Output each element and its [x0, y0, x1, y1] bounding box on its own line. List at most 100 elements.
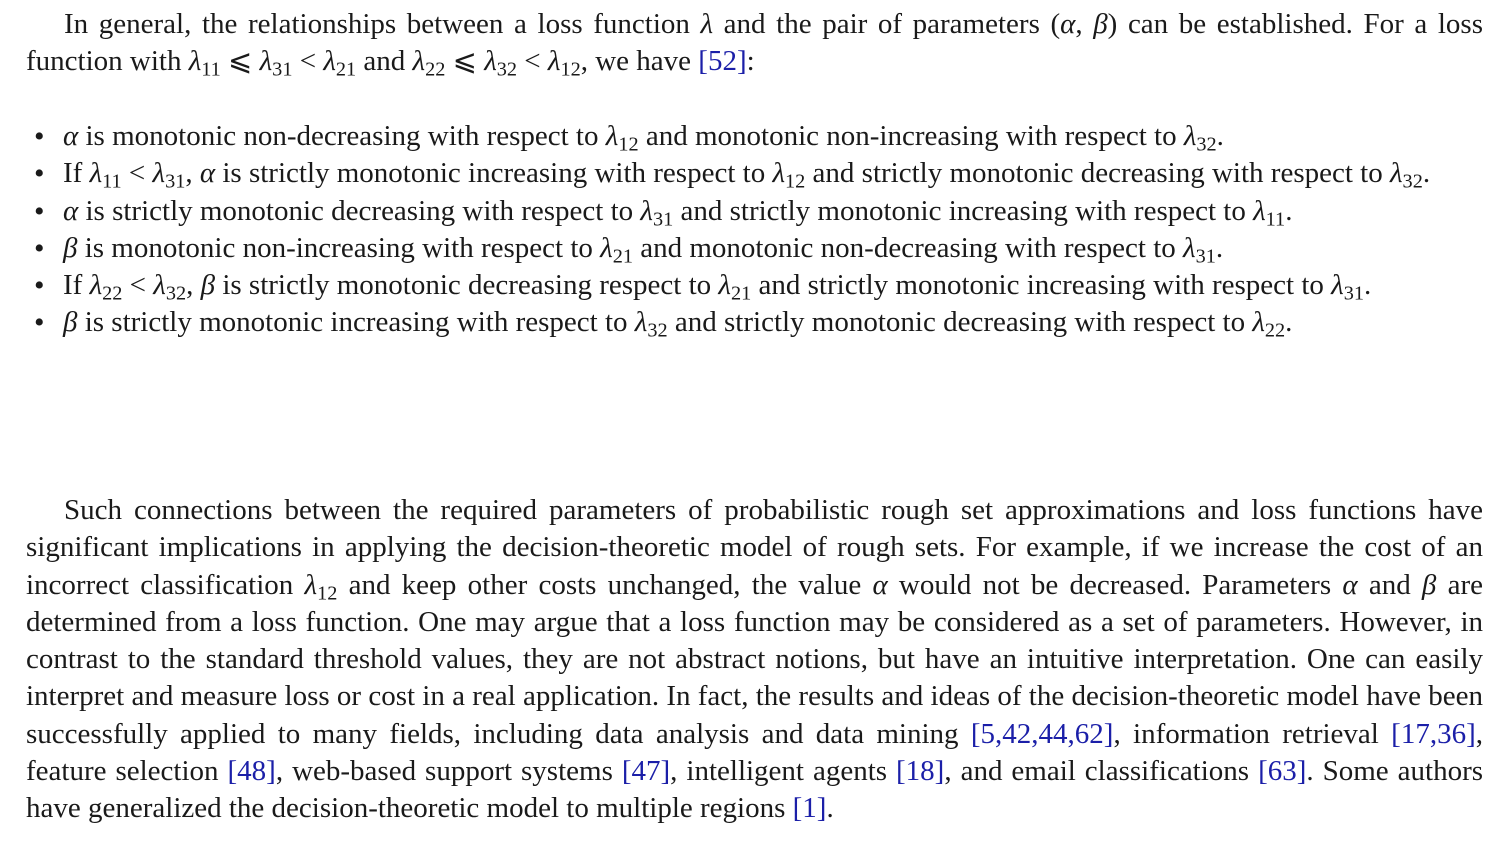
text-run: < — [122, 269, 154, 302]
text-run: , intelligent agents — [670, 755, 897, 788]
citation-link[interactable]: [52] — [698, 45, 747, 78]
text-run: is strictly monotonic increasing with re… — [77, 306, 635, 339]
math-symbol: α — [1342, 568, 1358, 601]
text-run: If — [63, 269, 90, 302]
list-item: α is strictly monotonic decreasing with … — [26, 193, 1483, 231]
text-run: and strictly monotonic decreasing with r… — [805, 157, 1390, 190]
math-symbol: β — [1093, 8, 1108, 40]
math-symbol: λ31 — [1183, 231, 1216, 268]
text-run: and the pair of parameters ( — [713, 8, 1061, 40]
citation-link[interactable]: [63] — [1258, 755, 1307, 788]
text-run: . — [1363, 269, 1372, 302]
text-run: . — [1216, 120, 1224, 152]
text-run: is monotonic non-decreasing with respect… — [78, 120, 606, 152]
math-subscript: 12 — [618, 133, 639, 156]
text-run: is strictly monotonic increasing with re… — [215, 157, 773, 190]
citation-link[interactable]: [5,42,44,62] — [970, 717, 1114, 750]
math-symbol: λ22 — [1252, 306, 1286, 343]
math-subscript: 31 — [272, 58, 293, 81]
math-subscript: 31 — [652, 208, 674, 231]
math-symbol: λ12 — [772, 157, 806, 193]
text-run: and keep other costs unchanged, the valu… — [337, 568, 873, 601]
math-subscript: 11 — [201, 58, 221, 81]
text-run: , we have — [580, 45, 699, 78]
text-run: : — [746, 45, 755, 78]
text-run: , — [185, 157, 200, 190]
text-run: , and email classifications — [944, 755, 1259, 788]
citation-link[interactable]: [47] — [621, 755, 671, 788]
text-run: . — [1215, 231, 1224, 264]
text-run: , information retrieval — [1113, 717, 1392, 750]
text-run: < — [121, 157, 153, 190]
paragraph-loss-function-intro: In general, the relationships between a … — [26, 6, 1483, 81]
math-symbol: λ12 — [605, 120, 639, 156]
list-item: If λ11 < λ31, α is strictly monotonic in… — [26, 155, 1483, 193]
text-run: . — [1285, 194, 1293, 227]
text-run: In general, the relationships between a … — [64, 8, 701, 40]
math-subscript: 21 — [612, 245, 633, 268]
text-run: would not be decreased. Parameters — [887, 568, 1343, 601]
math-subscript: 32 — [165, 282, 187, 305]
text-run: Such connections between the required pa… — [26, 494, 1483, 601]
math-symbol: λ12 — [547, 45, 581, 81]
math-symbol: α — [872, 568, 888, 601]
text-run: . — [1285, 306, 1293, 339]
math-subscript: 32 — [1402, 170, 1423, 193]
text-run: and strictly monotonic decreasing with r… — [667, 306, 1253, 339]
text-run: . — [1422, 157, 1431, 190]
math-subscript: 21 — [335, 58, 357, 81]
citation-link[interactable]: [18] — [896, 755, 945, 788]
math-symbol: α — [63, 194, 79, 227]
citation-link[interactable]: [1] — [792, 792, 827, 825]
text-run: is strictly monotonic decreasing with re… — [78, 194, 641, 227]
math-symbol: λ11 — [1253, 194, 1286, 231]
text-run: and monotonic non-increasing with respec… — [638, 120, 1184, 152]
text-run: are determined from a loss function. One… — [26, 568, 1484, 750]
math-subscript: 32 — [647, 320, 668, 343]
math-symbol: α — [63, 120, 79, 152]
math-symbol: λ11 — [89, 157, 122, 193]
monotonicity-properties-list: α is monotonic non-decreasing with respe… — [26, 118, 1483, 342]
math-subscript: 11 — [1265, 208, 1286, 231]
math-symbol: β — [200, 269, 216, 302]
text-run: is monotonic non-increasing with respect… — [77, 231, 601, 264]
math-symbol: λ22 — [412, 45, 446, 81]
math-subscript: 32 — [496, 58, 518, 81]
math-subscript: 31 — [1195, 245, 1216, 268]
math-subscript: 21 — [730, 282, 752, 305]
math-symbol: λ31 — [259, 45, 293, 81]
math-subscript: 22 — [102, 282, 123, 305]
text-run: , — [186, 269, 201, 302]
math-symbol: λ21 — [323, 45, 357, 81]
text-run: is strictly monotonic decreasing respect… — [215, 269, 719, 302]
text-run: and monotonic non-decreasing with respec… — [633, 231, 1184, 264]
text-run: , web-based support systems — [275, 755, 622, 788]
text-run: < — [292, 45, 324, 78]
list-item: β is strictly monotonic increasing with … — [26, 304, 1483, 343]
text-run: < — [517, 45, 548, 78]
math-subscript: 22 — [425, 58, 446, 81]
math-symbol: λ32 — [153, 269, 187, 305]
text-run: ⩽ — [220, 45, 260, 78]
paragraph-implications: Such connections between the required pa… — [26, 492, 1483, 828]
math-subscript: 12 — [560, 58, 581, 81]
text-run: . Some authors have generalized the deci… — [26, 755, 1484, 825]
math-symbol: α — [1060, 8, 1076, 40]
math-symbol: β — [1421, 568, 1437, 601]
math-symbol: λ21 — [718, 269, 752, 305]
citation-link[interactable]: [48] — [227, 755, 276, 788]
list-item: β is monotonic non-increasing with respe… — [26, 230, 1483, 268]
math-subscript: 31 — [165, 170, 186, 193]
math-symbol: β — [63, 306, 78, 339]
text-run: . — [826, 792, 834, 825]
text-run: and strictly monotonic increasing with r… — [751, 269, 1332, 302]
math-symbol: α — [199, 157, 216, 190]
math-symbol: λ32 — [484, 45, 518, 81]
math-symbol: λ31 — [640, 194, 674, 231]
math-symbol: λ — [700, 8, 714, 40]
text-run: , — [1075, 8, 1094, 40]
math-subscript: 22 — [1264, 320, 1286, 343]
citation-link[interactable]: [17,36] — [1391, 717, 1476, 750]
math-symbol: λ31 — [1331, 269, 1364, 305]
